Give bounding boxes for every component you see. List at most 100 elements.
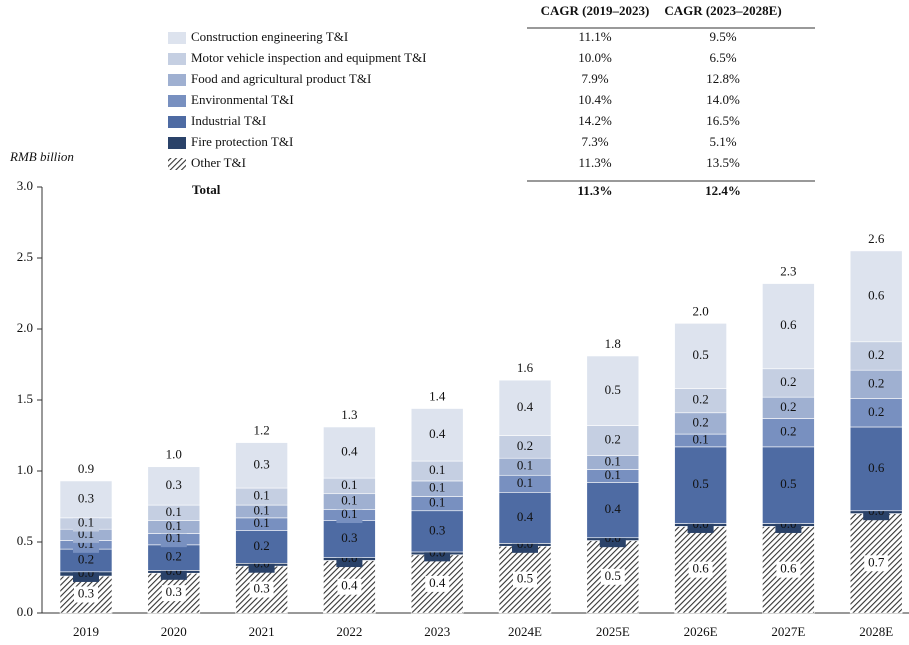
data-label: 0.2	[253, 538, 269, 553]
bar-segment	[849, 369, 903, 399]
data-label: 0.3	[78, 586, 94, 601]
data-label: 0.1	[78, 515, 94, 530]
bar-segment	[849, 341, 903, 371]
x-tick-label: 2028E	[859, 624, 893, 639]
legend-label: Environmental T&I	[191, 92, 294, 107]
legend-label: Construction engineering T&I	[191, 29, 348, 44]
data-label: 0.6	[868, 460, 885, 475]
total-label: 1.2	[253, 423, 269, 438]
y-tick-label: 3.0	[17, 178, 33, 193]
data-label: 0.3	[78, 490, 94, 505]
data-label: 0.3	[166, 477, 182, 492]
label-box	[776, 561, 801, 578]
legend-label: Motor vehicle inspection and equipment T…	[191, 50, 427, 65]
y-tick-label: 1.5	[17, 391, 33, 406]
data-label: 0.6	[780, 561, 797, 576]
bar-segment	[849, 398, 903, 428]
label-box	[160, 531, 187, 548]
data-label: 0.1	[341, 506, 357, 521]
total-label: 2.0	[692, 303, 708, 318]
total-label: 0.9	[78, 461, 94, 476]
data-label: 0.4	[341, 578, 358, 593]
data-label: 0.6	[780, 317, 797, 332]
label-box	[600, 568, 625, 585]
bar-segment	[235, 530, 288, 564]
data-label: 0.2	[868, 404, 884, 419]
data-label: 0.5	[517, 571, 533, 586]
table-cell: 16.5%	[706, 113, 740, 128]
x-tick-label: 2025E	[596, 624, 630, 639]
data-label: 0.2	[78, 551, 94, 566]
total-label: 1.0	[166, 447, 182, 462]
data-label: 0.1	[429, 495, 445, 510]
data-label: 0.2	[780, 399, 796, 414]
legend-swatch	[168, 116, 186, 128]
data-label: 0.2	[868, 347, 884, 362]
bar-segment	[59, 480, 113, 519]
data-label: 0.4	[429, 426, 446, 441]
x-tick-label: 2020	[161, 624, 187, 639]
bar-segment	[59, 575, 113, 614]
data-label: 0.2	[780, 374, 796, 389]
label-box	[688, 561, 713, 578]
total-label: 2.3	[780, 264, 796, 279]
data-label: 0.4	[341, 444, 358, 459]
table-cell: 9.5%	[709, 29, 736, 44]
data-label: 0.1	[253, 515, 269, 530]
legend-label: Industrial T&I	[191, 113, 266, 128]
bar-segment	[410, 510, 464, 553]
data-label: 0.2	[166, 549, 182, 564]
table-header: CAGR (2023–2028E)	[664, 3, 781, 18]
y-tick-label: 1.0	[17, 462, 33, 477]
table-cell: 7.3%	[581, 134, 608, 149]
data-label: 0.1	[166, 518, 182, 533]
data-label: 0.1	[605, 467, 621, 482]
table-cell: 6.5%	[709, 50, 736, 65]
bar-segment	[323, 426, 376, 479]
data-label: 0.4	[517, 399, 534, 414]
legend-swatch	[168, 32, 186, 44]
data-label: 0.2	[517, 438, 533, 453]
data-label: 0.1	[341, 493, 357, 508]
data-label: 0.3	[429, 522, 445, 537]
data-label: 0.2	[780, 424, 796, 439]
total-row-label: Total	[192, 182, 221, 197]
data-label: 0.5	[605, 382, 621, 397]
bar-segment	[586, 425, 640, 456]
legend-label: Other T&I	[191, 155, 246, 170]
table-cell: 12.8%	[706, 71, 740, 86]
data-label: 0.5	[605, 568, 621, 583]
table-header: CAGR (2019–2023)	[541, 3, 650, 18]
label-box	[337, 578, 362, 595]
legend-swatch	[168, 137, 186, 149]
y-axis-label: RMB billion	[9, 149, 74, 164]
label-box	[513, 571, 537, 588]
x-tick-label: 2019	[73, 624, 99, 639]
data-label: 0.3	[253, 456, 269, 471]
legend-swatch	[168, 53, 186, 65]
total-label: 1.3	[341, 407, 357, 422]
label-box	[161, 585, 186, 602]
label-box	[73, 515, 99, 532]
total-label: 2.6	[868, 231, 885, 246]
x-tick-label: 2027E	[771, 624, 805, 639]
bar-segment	[498, 379, 552, 436]
label-box	[336, 507, 363, 524]
x-tick-label: 2024E	[508, 624, 542, 639]
data-label: 0.1	[517, 475, 533, 490]
table-cell: 14.0%	[706, 92, 740, 107]
data-label: 0.3	[341, 530, 357, 545]
x-tick-label: 2023	[424, 624, 450, 639]
data-label: 0.1	[166, 504, 182, 519]
legend-swatch	[168, 158, 186, 170]
data-label: 0.2	[692, 414, 708, 429]
bar-segment	[410, 408, 464, 462]
data-label: 0.6	[692, 561, 709, 576]
label-box	[864, 555, 889, 572]
legend-swatch	[168, 74, 186, 86]
bar-segment	[762, 368, 815, 398]
data-label: 0.1	[253, 488, 269, 503]
bar-segment	[498, 491, 552, 544]
table-total: 12.4%	[705, 183, 741, 198]
x-tick-label: 2022	[336, 624, 362, 639]
